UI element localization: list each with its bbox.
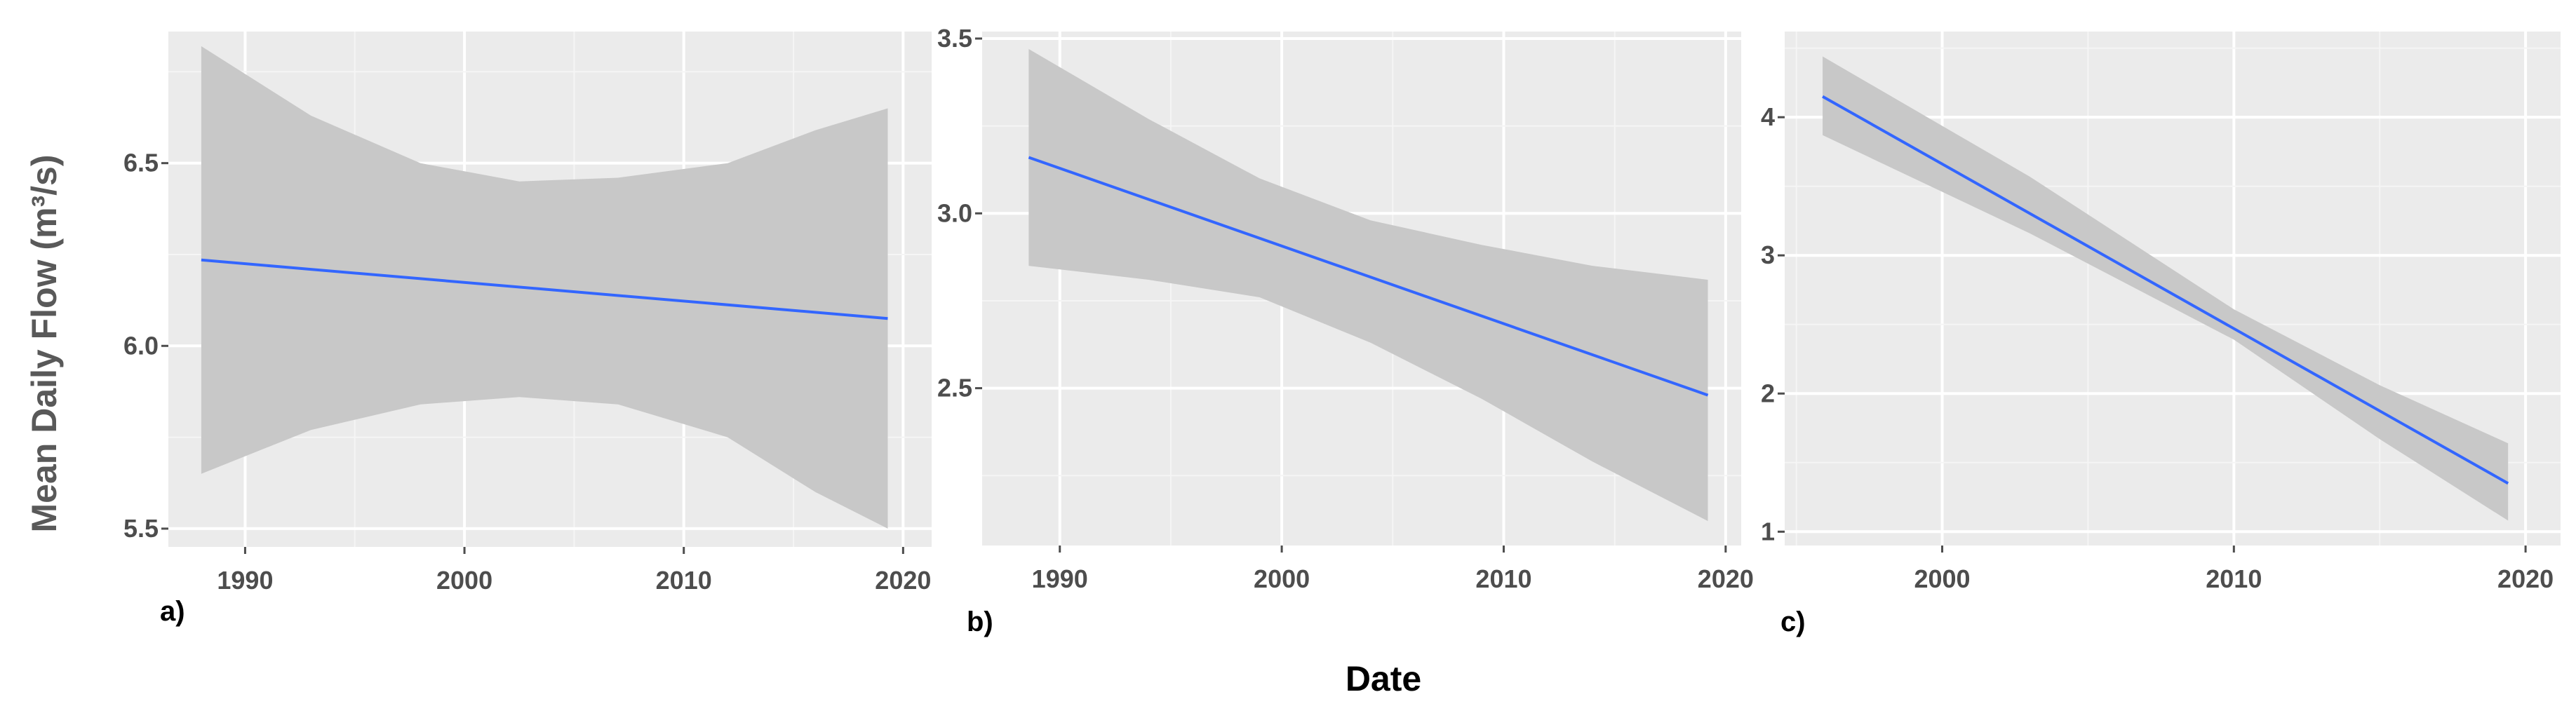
panel-c-label: c) xyxy=(1780,607,1806,637)
panel-b-x-tick-label: 2020 xyxy=(1698,564,1754,593)
panel-b-x-tick-label: 2000 xyxy=(1254,564,1310,593)
panel-b-confidence-band xyxy=(1028,48,1708,522)
panel-b-x-tick-label: 2010 xyxy=(1475,564,1531,593)
panel-c-trend-line xyxy=(1822,95,2509,485)
panel-b-x-tick-label: 1990 xyxy=(1032,564,1088,593)
x-axis-title: Date xyxy=(1346,659,1421,698)
panel-b-trend-line xyxy=(1028,156,1709,397)
panel-a-x-tick-label: 2020 xyxy=(875,566,931,595)
panel-a-y-tick-label: 5.5 xyxy=(123,514,159,543)
panel-c-x-tick-label: 2010 xyxy=(2206,564,2262,593)
panel-b-label: b) xyxy=(967,607,993,637)
y-axis-title: Mean Daily Flow (m³/s) xyxy=(25,155,64,533)
panel-c-x-tick-label: 2000 xyxy=(1914,564,1970,593)
panel-b-y-tick-label: 3.0 xyxy=(937,198,972,227)
panel-a-x-tick-label: 2000 xyxy=(436,566,492,595)
panel-c-y-tick-label: 4 xyxy=(1761,102,1775,131)
panel-a-label: a) xyxy=(160,596,185,627)
panel-c-x-tick-label: 2020 xyxy=(2497,564,2554,593)
panel-a-y-tick-label: 6.0 xyxy=(123,331,159,360)
panel-a-confidence-band xyxy=(201,46,888,529)
panel-c-y-tick-label: 3 xyxy=(1761,241,1775,269)
panel-c: 1 2 3 4 2000 2010 2020 c) xyxy=(1761,32,2561,637)
panel-a: 5.5 6.0 6.5 1990 2000 2010 2020 a) xyxy=(123,32,932,627)
panel-a-y-tick-label: 6.5 xyxy=(123,149,159,177)
panel-c-y-tick-label: 1 xyxy=(1761,517,1775,546)
panel-a-x-tick-label: 2010 xyxy=(656,566,712,595)
panel-c-y-tick-label: 2 xyxy=(1761,379,1775,407)
panel-b-y-tick-label: 3.5 xyxy=(937,24,972,53)
panel-a-trend-line xyxy=(201,258,888,320)
panel-b-y-tick-label: 2.5 xyxy=(937,374,972,402)
panel-a-x-tick-label: 1990 xyxy=(217,566,273,595)
panel-b: 2.5 3.0 3.5 1990 2000 2010 2020 b) xyxy=(937,24,1754,637)
